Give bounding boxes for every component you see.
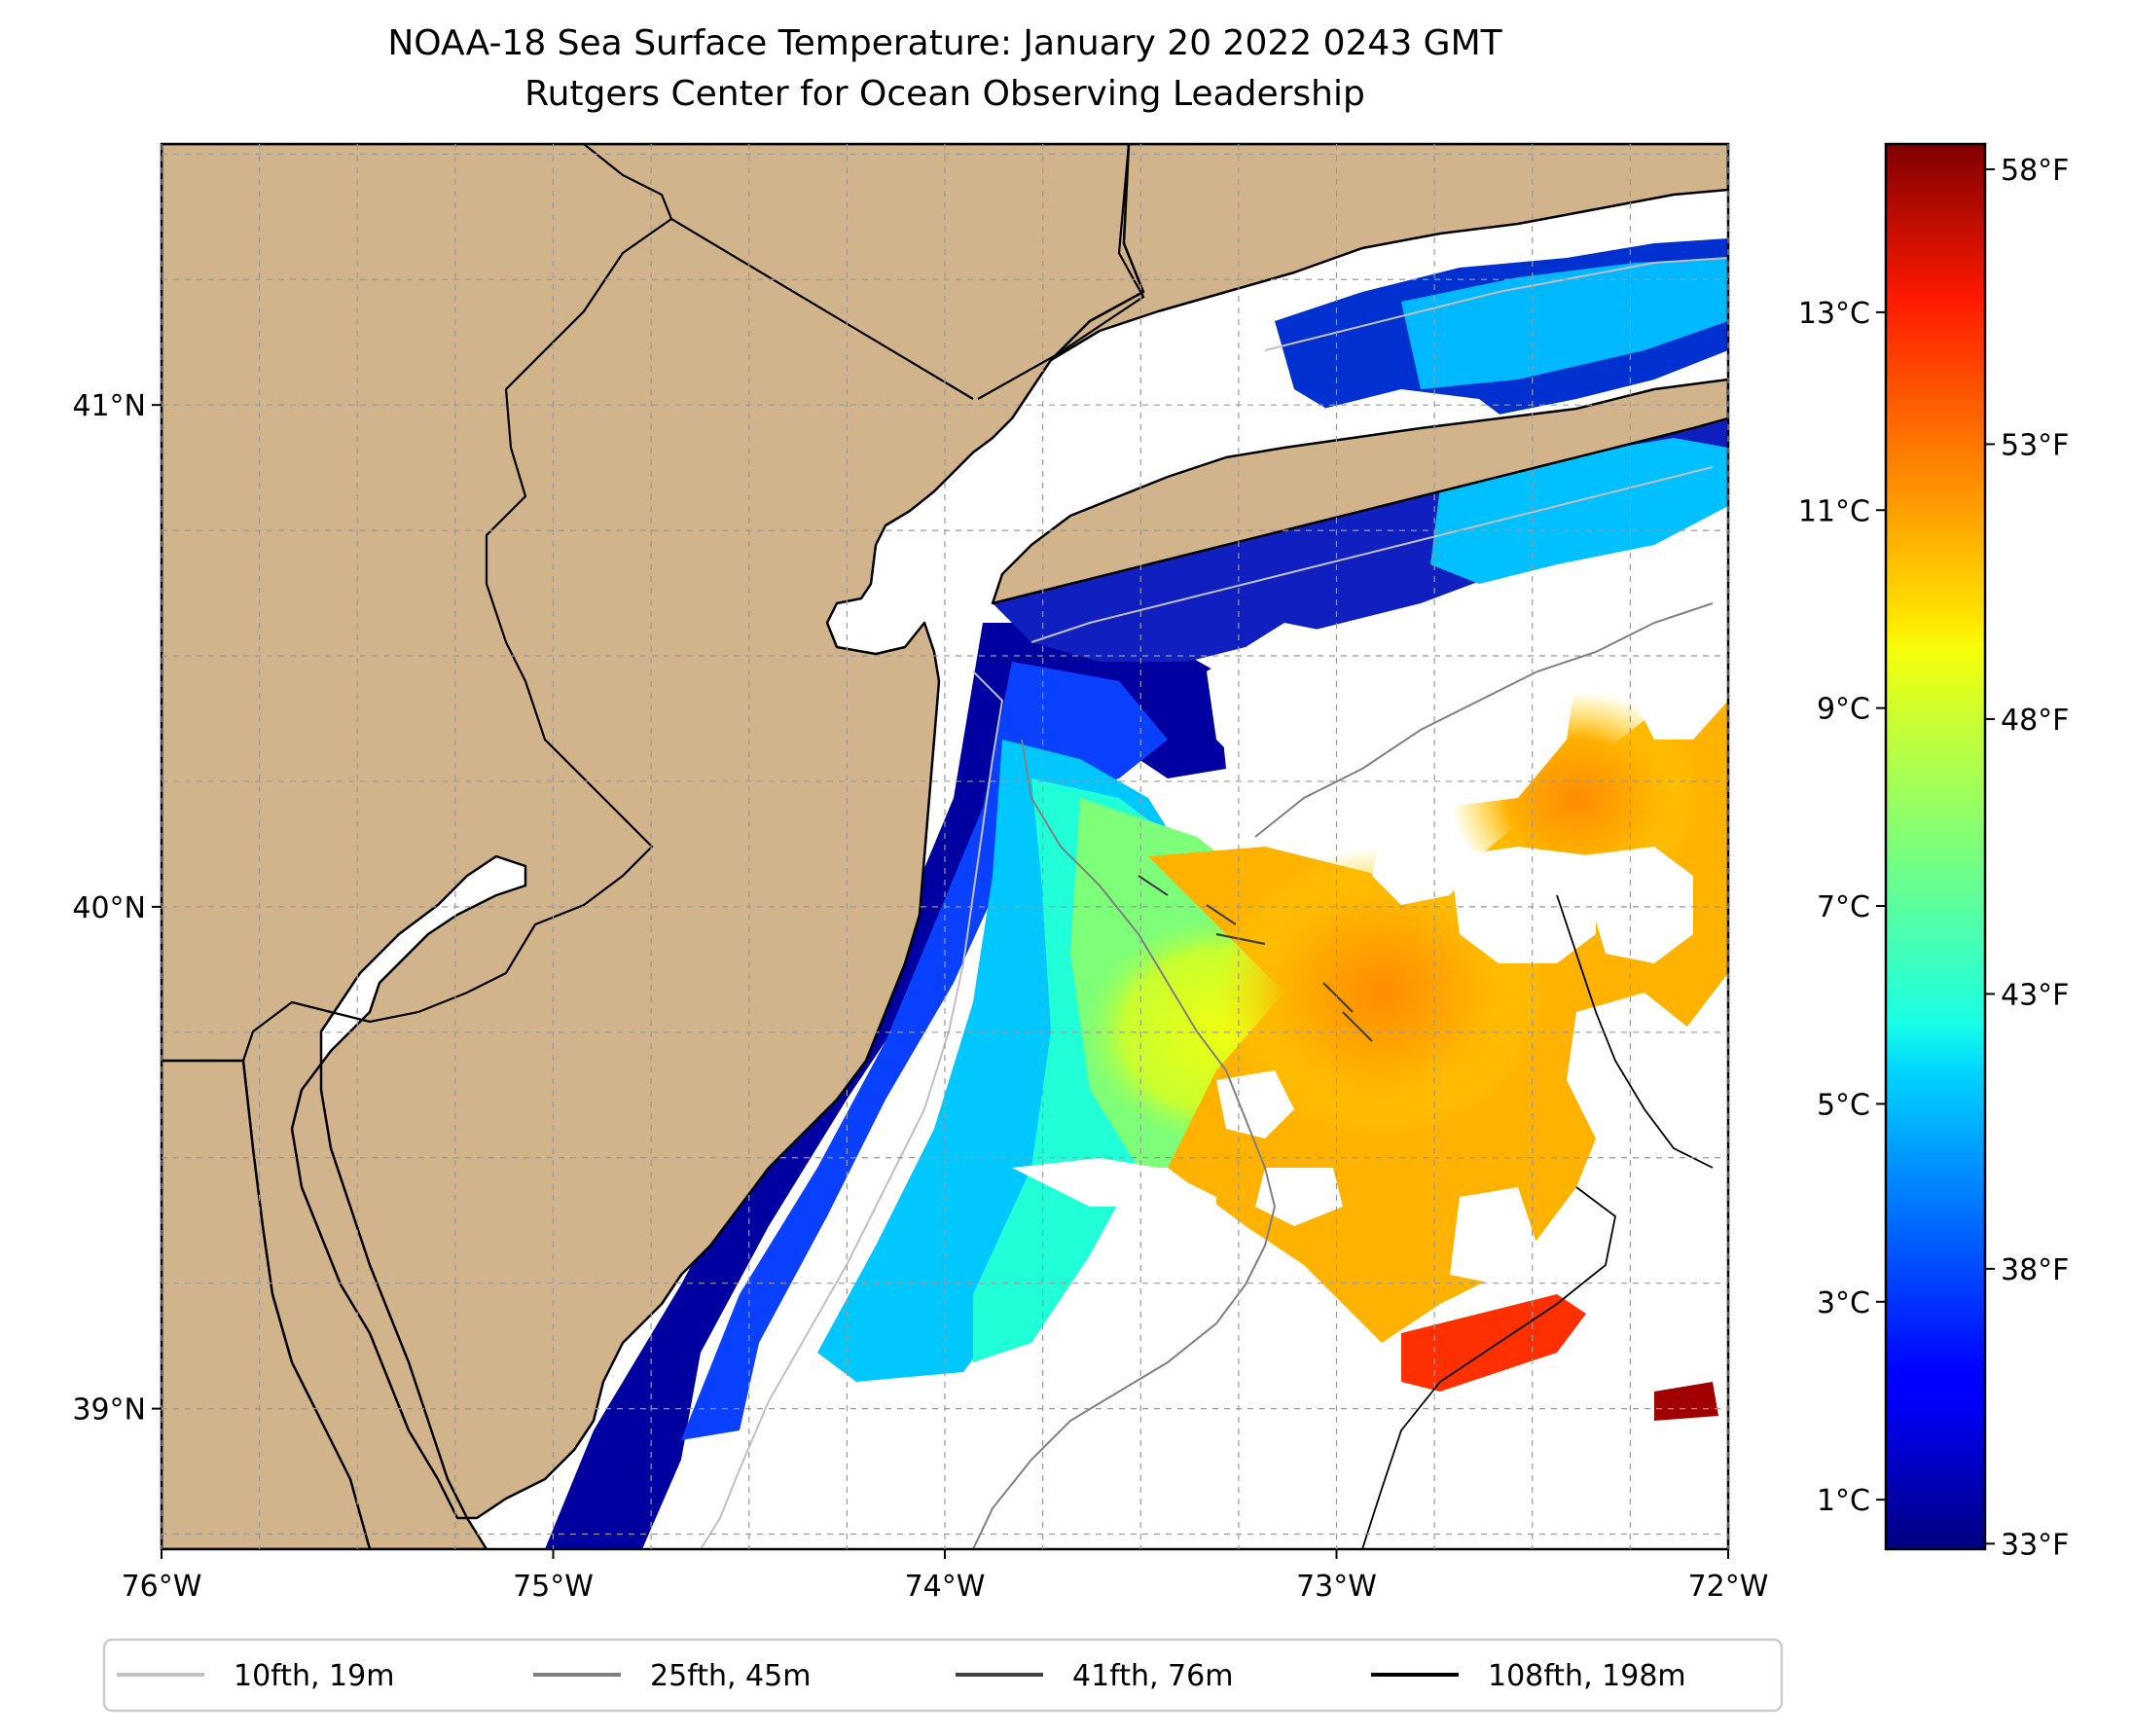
- colorbar-fahrenheit-label: 38°F: [2001, 1253, 2069, 1287]
- colorbar-fahrenheit-label: 43°F: [2001, 978, 2069, 1012]
- legend-label: 108fth, 198m: [1488, 1659, 1686, 1693]
- colorbar-celsius-label: 13°C: [1798, 297, 1870, 331]
- colorbar-celsius-label: 5°C: [1817, 1088, 1870, 1122]
- isobath-25fth: [972, 739, 1277, 1549]
- legend-label: 25fth, 45m: [650, 1659, 811, 1693]
- x-tick-label: 76°W: [122, 1570, 202, 1604]
- isobath-41fth: [1138, 875, 1373, 1042]
- x-tick-label: 74°W: [905, 1570, 986, 1604]
- colorbar-celsius-ticks: 1°C 3°C 5°C 7°C 9°C 11°C 13°C: [1798, 297, 1886, 1518]
- x-tick-label: 72°W: [1688, 1570, 1769, 1604]
- colorbar-celsius-label: 9°C: [1817, 693, 1870, 727]
- colorbar-gradient: [1884, 142, 1987, 1551]
- colorbar-celsius-label: 7°C: [1817, 890, 1870, 924]
- x-axis-ticks: 76°W 75°W 74°W 73°W 72°W: [122, 1549, 1769, 1604]
- colorbar-fahrenheit-ticks: 33°F 38°F 43°F 48°F 53°F 58°F: [1985, 154, 2069, 1562]
- legend-label: 41fth, 76m: [1072, 1659, 1233, 1693]
- map-gridlines: [161, 144, 1729, 1549]
- isobath-10fth: [700, 670, 1004, 1549]
- y-tick-label: 41°N: [72, 389, 146, 423]
- map-subtitle: Rutgers Center for Ocean Observing Leade…: [524, 74, 1365, 114]
- colorbar-fahrenheit-label: 48°F: [2001, 704, 2069, 738]
- x-tick-label: 73°W: [1296, 1570, 1377, 1604]
- isobath-legend: 10fth, 19m 25fth, 45m 41fth, 76m 108fth, 19…: [102, 1638, 1784, 1713]
- isobath-contours: [700, 257, 1728, 1549]
- colorbar-fahrenheit-label: 33°F: [2001, 1528, 2069, 1562]
- y-tick-label: 39°N: [72, 1393, 146, 1428]
- colorbar-celsius-label: 11°C: [1798, 494, 1870, 528]
- map-title: NOAA-18 Sea Surface Temperature: January…: [387, 23, 1502, 63]
- isobath-108fth: [1361, 894, 1714, 1549]
- colorbar: 1°C 3°C 5°C 7°C 9°C 11°C 13°C 33°F 38°F 43°F 48°F…: [1798, 142, 2069, 1562]
- isobath-10fth: [1030, 466, 1714, 643]
- isobath-25fth: [1254, 602, 1714, 838]
- colorbar-celsius-label: 1°C: [1817, 1484, 1870, 1518]
- isobath-10fth: [1264, 257, 1728, 351]
- colorbar-fahrenheit-label: 58°F: [2001, 154, 2069, 188]
- colorbar-fahrenheit-label: 53°F: [2001, 428, 2069, 462]
- legend-box: [102, 1638, 1784, 1713]
- y-tick-label: 40°N: [72, 891, 146, 925]
- colorbar-celsius-label: 3°C: [1817, 1286, 1870, 1320]
- legend-label: 10fth, 19m: [234, 1659, 394, 1693]
- x-tick-label: 75°W: [513, 1570, 594, 1604]
- y-axis-ticks: 41°N 40°N 39°N: [72, 389, 162, 1428]
